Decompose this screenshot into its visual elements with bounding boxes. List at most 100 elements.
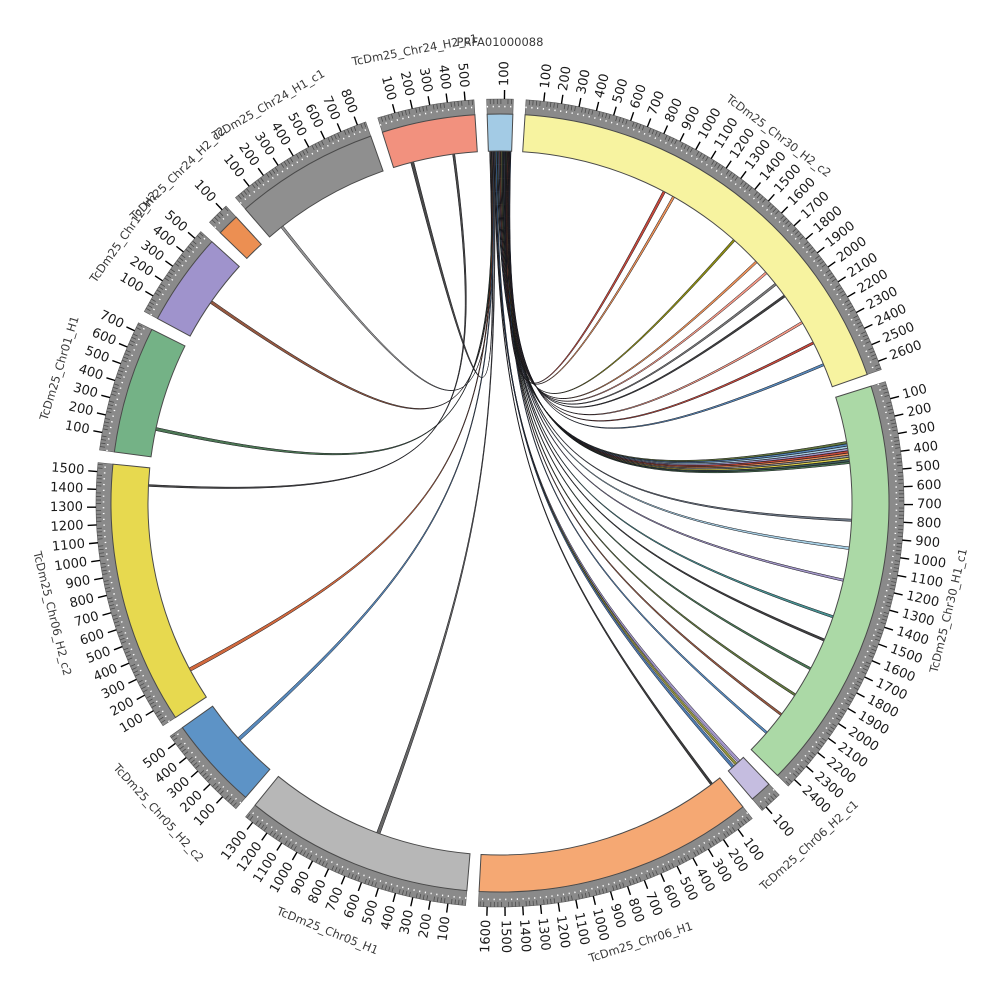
minor-tick — [556, 103, 559, 109]
minor-tick — [398, 889, 401, 895]
minor-tick — [112, 614, 118, 617]
major-tick — [897, 574, 907, 578]
minor-tick — [886, 401, 892, 404]
minor-tick — [743, 818, 747, 824]
minor-tick — [667, 136, 671, 142]
minor-tick — [645, 874, 649, 880]
minor-tick — [693, 851, 697, 857]
minor-tick — [315, 857, 319, 863]
minor-tick — [337, 132, 340, 138]
minor-tick — [661, 867, 665, 873]
minor-tick — [861, 671, 867, 675]
minor-tick — [862, 334, 868, 338]
minor-tick — [176, 260, 182, 264]
minor-tick — [351, 873, 354, 879]
segment-label: PRFA01000088 — [457, 35, 544, 49]
minor-tick — [211, 219, 216, 224]
minor-tick — [112, 386, 118, 390]
minor-tick — [881, 384, 887, 387]
minor-tick — [156, 289, 162, 293]
minor-tick — [714, 839, 718, 844]
minor-tick — [560, 897, 563, 903]
major-tick — [805, 765, 814, 773]
major-tick — [827, 261, 836, 268]
minor-tick — [804, 241, 809, 246]
minor-tick — [117, 373, 123, 376]
major-tick — [128, 678, 137, 684]
major-tick — [560, 94, 564, 104]
minor-tick — [772, 207, 777, 213]
major-tick — [187, 231, 196, 239]
minor-tick — [563, 104, 566, 110]
major-tick — [324, 868, 330, 878]
tick-label: 800 — [916, 515, 942, 531]
tick-label: 800 — [625, 896, 647, 924]
major-tick — [595, 101, 600, 111]
major-tick — [900, 449, 910, 452]
minor-tick — [104, 421, 110, 424]
tick-label: 1600 — [478, 920, 494, 954]
minor-tick — [769, 205, 774, 210]
minor-tick — [99, 555, 105, 558]
minor-tick — [137, 679, 143, 683]
major-tick — [409, 99, 413, 109]
segment-arc — [486, 113, 514, 152]
segment-TcDm25_Chr06_H2_c2: 1002003004005006007008009001000110012001… — [30, 460, 208, 737]
minor-tick — [103, 425, 109, 427]
minor-tick — [121, 359, 127, 363]
minor-tick — [635, 122, 638, 128]
minor-tick — [118, 634, 124, 637]
segment-TcDm25_Chr24_H1_c1: 100200300400500600700800TcDm25_Chr24_H1_… — [209, 66, 384, 238]
minor-tick — [118, 369, 124, 373]
minor-tick — [887, 598, 893, 601]
minor-tick — [105, 587, 111, 589]
minor-tick — [767, 798, 772, 803]
major-tick — [272, 157, 279, 166]
minor-tick — [415, 893, 418, 899]
segment-arc — [244, 135, 384, 238]
minor-tick — [131, 667, 137, 670]
minor-tick — [422, 106, 425, 112]
major-tick — [646, 118, 652, 128]
minor-tick — [806, 244, 811, 249]
minor-tick — [237, 195, 242, 200]
minor-tick — [711, 840, 715, 846]
minor-tick — [888, 594, 894, 597]
minor-tick — [240, 192, 245, 198]
minor-tick — [785, 220, 790, 225]
minor-tick — [443, 102, 445, 108]
minor-tick — [605, 113, 608, 119]
minor-tick — [598, 889, 601, 895]
major-tick — [864, 676, 874, 682]
minor-tick — [181, 748, 187, 753]
major-tick — [88, 542, 99, 545]
major-tick — [817, 752, 826, 759]
minor-tick — [439, 103, 442, 109]
major-tick — [203, 783, 211, 791]
minor-tick — [109, 604, 115, 607]
tick-label: 800 — [68, 591, 96, 611]
minor-tick — [278, 836, 282, 842]
minor-tick — [137, 323, 143, 327]
minor-tick — [581, 893, 584, 899]
major-tick — [427, 96, 431, 106]
minor-tick — [618, 883, 622, 889]
minor-tick — [717, 164, 721, 169]
minor-tick — [327, 137, 331, 143]
minor-tick — [723, 833, 727, 838]
minor-tick — [219, 790, 224, 795]
tick-label: 100 — [497, 61, 512, 86]
tick-label: 900 — [607, 902, 628, 930]
minor-tick — [887, 405, 893, 408]
minor-tick — [363, 122, 367, 128]
minor-tick — [748, 186, 753, 192]
minor-tick — [350, 127, 353, 133]
minor-tick — [734, 176, 739, 181]
minor-tick — [826, 732, 831, 736]
major-tick — [722, 839, 730, 848]
minor-tick — [257, 179, 262, 184]
minor-tick — [103, 580, 109, 582]
minor-tick — [454, 899, 456, 905]
minor-tick — [257, 822, 262, 827]
major-tick — [626, 886, 632, 896]
